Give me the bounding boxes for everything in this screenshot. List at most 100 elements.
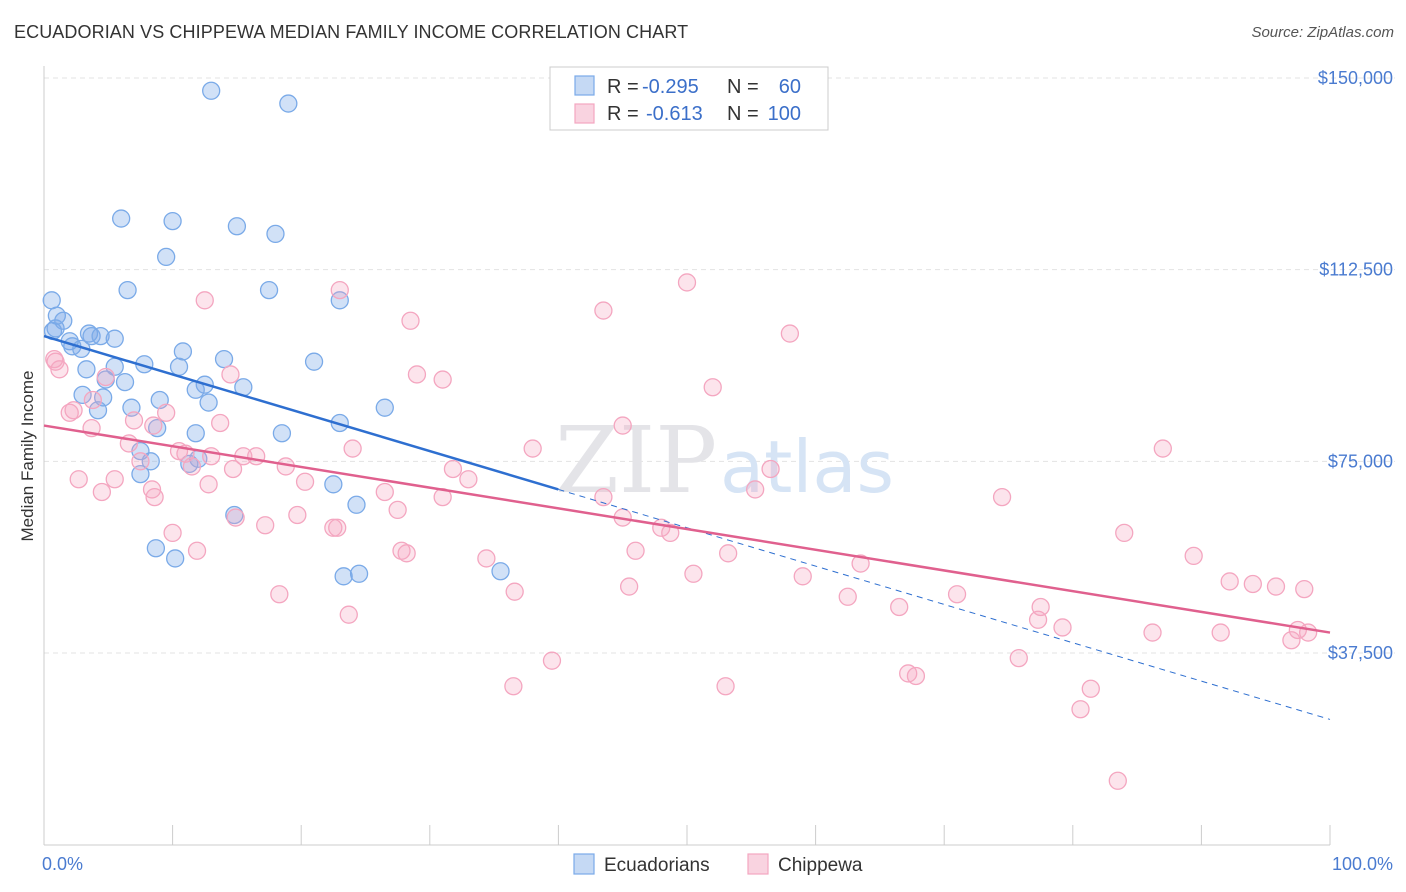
legend-n-label-chip: N =	[727, 103, 759, 125]
ecuadorian-point-4	[227, 217, 247, 236]
ecuadorian-point-34	[73, 385, 92, 405]
chippewa-point-51	[388, 500, 407, 520]
chippewa-point-4	[401, 311, 420, 330]
chippewa-point-36	[443, 459, 463, 479]
source-credit: Source: ZipAtlas.com	[1251, 24, 1394, 41]
ecuadorian-point-27	[169, 357, 189, 376]
chippewa-point-94	[906, 666, 926, 686]
ecuadorian-point-44	[272, 424, 292, 443]
chippewa-point-65	[719, 544, 738, 563]
legend-r-value-chip: -0.613	[646, 103, 703, 125]
chippewa-point-96	[716, 677, 735, 696]
chippewa-point-37	[761, 459, 780, 479]
chippewa-point-19	[211, 413, 230, 433]
watermark-zip: ZIP	[555, 407, 717, 514]
ecuadorian-point-56	[334, 567, 353, 586]
stats-legend-box	[549, 66, 829, 131]
chippewa-trend-line	[43, 424, 1331, 634]
legend-swatch-chippewa	[574, 103, 595, 124]
ecuadorian-point-22	[173, 342, 193, 361]
chippewa-point-12	[96, 367, 115, 387]
chippewa-point-53	[288, 505, 307, 525]
ecuadorian-point-30	[115, 372, 135, 392]
chippewa-point-70	[684, 564, 703, 583]
chippewa-point-85	[1053, 618, 1072, 637]
y-tick-label-2: $112,500	[1319, 260, 1393, 280]
chippewa-point-56	[324, 518, 343, 537]
chippewa-point-24	[523, 439, 542, 458]
chippewa-point-77	[505, 582, 524, 601]
chippewa-point-14	[83, 390, 103, 410]
ecuadorian-point-24	[304, 352, 324, 371]
chippewa-point-42	[295, 472, 315, 491]
chippewa-point-88	[1143, 623, 1162, 642]
chippewa-point-98	[1071, 700, 1090, 719]
chippewa-point-0	[677, 273, 697, 292]
ecuadorian-point-23	[214, 349, 234, 369]
chippewa-point-74	[1266, 577, 1286, 596]
chippewa-point-80	[947, 585, 967, 604]
chippewa-point-73	[1243, 574, 1262, 594]
ecuadorian-point-38	[375, 398, 394, 417]
chippewa-point-68	[1184, 546, 1203, 566]
ecuadorian-point-55	[349, 564, 369, 583]
legend-swatch-ecuadorians	[574, 75, 595, 96]
grid-lines	[44, 77, 1395, 654]
chippewa-points	[45, 273, 1318, 790]
ecuadorian-point-50	[324, 475, 343, 494]
series-legend-label-chippewa: Chippewa	[778, 855, 863, 876]
ecuadorian-point-40	[88, 401, 108, 420]
ecuadorian-point-54	[166, 549, 185, 568]
chippewa-point-23	[343, 439, 362, 458]
ecuadorian-point-2	[112, 209, 131, 228]
ecuadorian-point-53	[146, 539, 166, 558]
ecuadorians-trend-extension	[558, 488, 1331, 720]
chippewa-point-17	[157, 403, 176, 422]
chippewa-point-44	[92, 482, 112, 502]
chippewa-point-89	[1211, 623, 1230, 642]
chippewa-point-41	[199, 475, 218, 494]
chippewa-point-67	[477, 549, 496, 568]
ecuadorians-trend-line	[43, 334, 559, 491]
chippewa-point-92	[542, 651, 562, 670]
watermark-atlas: atlas	[720, 425, 894, 509]
chippewa-point-59	[661, 523, 680, 543]
ecuadorians-points	[42, 81, 510, 586]
ecuadorian-point-28	[77, 360, 96, 379]
y-tick-label-3: $150,000	[1318, 68, 1393, 88]
trend-lines	[43, 334, 1331, 720]
chippewa-point-20	[144, 416, 163, 435]
chippewa-point-55	[256, 516, 275, 535]
chippewa-point-79	[838, 587, 857, 606]
legend-r-label-chip: R =	[607, 103, 639, 125]
ecuadorian-point-49	[131, 464, 150, 484]
ecuadorian-point-1	[279, 94, 298, 113]
y-tick-labels: $37,500 $75,000 $112,500 $150,000	[1318, 68, 1393, 663]
chippewa-point-91	[1009, 648, 1028, 668]
series-legend-swatch-ecuadorians	[573, 853, 595, 875]
ecuadorian-point-9	[330, 291, 349, 310]
chippewa-point-81	[890, 597, 909, 617]
chippewa-point-16	[60, 403, 79, 422]
chippewa-point-57	[328, 518, 347, 537]
x-tick-label-0: 0.0%	[42, 854, 83, 874]
chippewa-point-2	[195, 291, 214, 310]
chippewa-point-10	[407, 365, 427, 384]
chippewa-point-87	[1298, 623, 1318, 642]
chippewa-point-11	[433, 370, 452, 389]
chippewa-point-60	[1115, 523, 1134, 543]
chippewa-point-13	[703, 378, 722, 397]
legend-n-value-ecu: 60	[779, 76, 801, 98]
series-legend-swatch-chippewa	[747, 853, 769, 875]
chippewa-point-61	[163, 523, 182, 543]
ecuadorian-point-47	[180, 454, 199, 474]
chippewa-point-69	[851, 554, 870, 573]
chart-title: ECUADORIAN VS CHIPPEWA MEDIAN FAMILY INC…	[14, 22, 689, 42]
ecuadorian-point-46	[141, 452, 160, 471]
ecuadorian-point-51	[347, 495, 366, 514]
chippewa-point-21	[613, 416, 632, 435]
chippewa-point-1	[330, 280, 349, 300]
legend-r-value-ecu: -0.295	[642, 76, 699, 98]
chippewa-point-78	[270, 585, 289, 604]
